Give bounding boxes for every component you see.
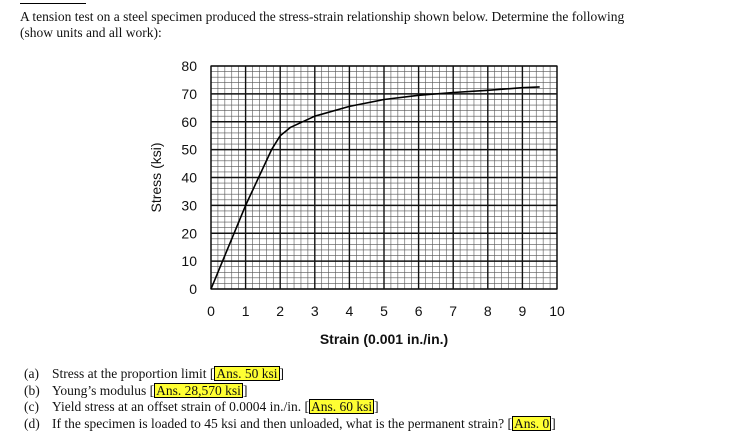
x-tick-label: 0 xyxy=(207,303,215,319)
question-c: (c) Yield stress at an offset strain of 0… xyxy=(24,399,379,414)
question-c-text: Yield stress at an offset strain of 0.00… xyxy=(52,399,305,414)
x-axis-label: Strain (0.001 in./in.) xyxy=(320,331,448,347)
question-a-label: (a) xyxy=(24,366,39,381)
question-list: (a) Stress at the proportion limit [Ans. … xyxy=(24,366,724,432)
question-c-label: (c) xyxy=(24,399,39,414)
x-tick-label: 6 xyxy=(415,303,423,319)
plot-frame xyxy=(210,65,558,290)
y-axis-label: Stress (ksi) xyxy=(148,143,164,213)
question-a-answer: Ans. 50 ksi xyxy=(214,366,280,381)
y-tick-label: 20 xyxy=(181,225,197,241)
question-c-answer: Ans. 60 ksi xyxy=(308,399,375,414)
y-tick-label: 40 xyxy=(181,170,197,186)
question-d-text: If the specimen is loaded to 45 ksi and … xyxy=(52,415,508,431)
question-d: (d) If the specimen is loaded to 45 ksi a… xyxy=(24,415,556,431)
x-tick-label: 10 xyxy=(549,303,565,319)
question-b-text: Young’s modulus xyxy=(52,382,150,398)
question-b: (b) Young’s modulus [Ans. 28,570 ksi] xyxy=(24,382,248,398)
question-b-answer: Ans. 28,570 ksi xyxy=(154,382,243,398)
y-tick-label: 70 xyxy=(181,86,197,102)
y-tick-label: 30 xyxy=(181,197,197,213)
y-tick-label: 80 xyxy=(181,58,197,74)
y-tick-label: 50 xyxy=(181,142,197,158)
problem-statement: A tension test on a steel specimen produ… xyxy=(20,9,720,41)
x-tick-label: 8 xyxy=(484,303,492,319)
question-d-label: (d) xyxy=(24,415,40,431)
y-tick-label: 10 xyxy=(181,253,197,269)
header-rule xyxy=(20,3,86,4)
x-tick-label: 1 xyxy=(242,303,250,319)
x-tick-label: 3 xyxy=(311,303,319,319)
problem-line-2: (show units and all work): xyxy=(20,25,162,40)
y-tick-label: 60 xyxy=(181,114,197,130)
x-tick-label: 5 xyxy=(380,303,388,319)
x-tick-label: 7 xyxy=(449,303,457,319)
question-a: (a) Stress at the proportion limit [Ans. … xyxy=(24,366,285,381)
question-d-answer: Ans. 0 xyxy=(512,415,552,431)
question-b-label: (b) xyxy=(24,382,40,398)
stress-strain-curve xyxy=(210,86,540,290)
question-a-text: Stress at the proportion limit xyxy=(52,366,210,381)
x-tick-label: 4 xyxy=(346,303,354,319)
y-tick-label: 0 xyxy=(189,281,197,297)
problem-line-1: A tension test on a steel specimen produ… xyxy=(20,9,625,24)
x-tick-label: 2 xyxy=(276,303,284,319)
x-tick-label: 9 xyxy=(519,303,527,319)
